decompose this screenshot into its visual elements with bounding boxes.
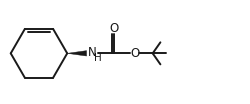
Polygon shape — [67, 51, 86, 56]
Text: H: H — [94, 53, 102, 63]
Text: O: O — [130, 47, 139, 60]
Text: N: N — [88, 46, 97, 59]
Text: O: O — [109, 22, 118, 35]
